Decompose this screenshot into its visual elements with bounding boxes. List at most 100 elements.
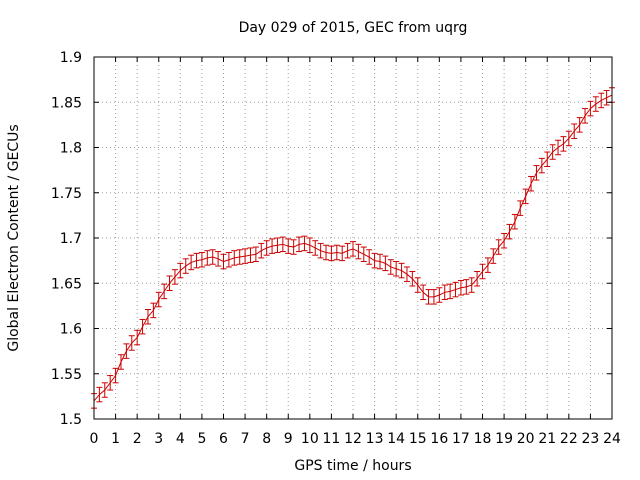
error-bar: [587, 100, 594, 117]
x-tick-label: 21: [538, 431, 556, 447]
x-tick-label: 7: [241, 431, 250, 447]
error-bar: [231, 250, 238, 266]
error-bar: [528, 175, 535, 192]
error-bar: [565, 130, 572, 147]
error-bar: [220, 253, 227, 270]
error-bar: [544, 151, 551, 168]
error-bar: [457, 280, 464, 296]
error-bar: [193, 252, 200, 269]
error-bar: [96, 386, 103, 403]
error-bar: [101, 382, 108, 398]
x-tick-label: 5: [197, 431, 206, 447]
error-bar: [312, 240, 319, 256]
x-tick-label: 13: [366, 431, 384, 447]
error-bar: [112, 367, 119, 384]
error-bar: [479, 263, 486, 280]
error-bar: [150, 302, 157, 319]
y-tick-label: 1.6: [60, 322, 82, 338]
x-tick-label: 10: [301, 431, 319, 447]
y-tick-label: 1.55: [51, 367, 82, 383]
error-bar: [436, 287, 443, 303]
error-bar: [198, 251, 205, 268]
x-tick-label: 18: [474, 431, 492, 447]
error-bar: [366, 249, 373, 265]
x-tick-label: 2: [133, 431, 142, 447]
x-tick-label: 15: [409, 431, 427, 447]
error-bar: [517, 200, 524, 216]
error-bar: [592, 96, 599, 112]
x-tick-label: 3: [154, 431, 163, 447]
y-tick-label: 1.9: [60, 50, 82, 66]
error-bar: [177, 262, 184, 279]
error-bar: [603, 89, 610, 106]
error-bar: [576, 117, 583, 133]
error-bar: [144, 308, 151, 325]
x-axis-label: GPS time / hours: [294, 458, 411, 474]
error-bar: [490, 248, 497, 264]
error-bar: [107, 375, 114, 391]
error-bar: [441, 284, 448, 301]
error-bar: [409, 270, 416, 287]
error-bar: [484, 257, 491, 273]
x-tick-label: 22: [560, 431, 578, 447]
y-tick-label: 1.85: [51, 95, 82, 111]
error-bar: [290, 239, 297, 255]
x-tick-label: 24: [603, 431, 621, 447]
error-bar: [506, 223, 513, 240]
error-bar: [236, 249, 243, 265]
x-tick-label: 9: [284, 431, 293, 447]
error-bar: [382, 255, 389, 272]
grid-lines: [94, 57, 612, 419]
error-bar: [155, 291, 162, 308]
error-bar: [258, 242, 265, 259]
error-bar: [403, 266, 410, 282]
error-bar: [430, 289, 437, 305]
x-tick-label: 16: [430, 431, 448, 447]
x-tick-label: 11: [323, 431, 341, 447]
error-bar: [166, 275, 173, 291]
error-bar: [538, 157, 545, 174]
y-tick-label: 1.65: [51, 276, 82, 292]
error-bar: [161, 283, 168, 300]
x-tick-label: 23: [582, 431, 600, 447]
data-series: [91, 87, 615, 409]
x-tick-label: 1: [111, 431, 120, 447]
error-bar: [339, 245, 346, 262]
axis-ticks: [93, 56, 613, 420]
error-bar: [306, 237, 313, 253]
error-bar: [344, 242, 351, 259]
error-bar: [447, 283, 454, 300]
error-bar: [247, 247, 254, 263]
chart-title: Day 029 of 2015, GEC from uqrg: [239, 20, 468, 36]
error-bar: [285, 238, 292, 254]
error-bar: [328, 245, 335, 262]
x-tick-label: 19: [495, 431, 513, 447]
error-bar: [279, 236, 286, 253]
error-bar: [269, 238, 276, 254]
error-bar: [188, 254, 195, 271]
error-bar: [350, 241, 356, 257]
error-bar: [398, 262, 405, 279]
error-bar: [296, 236, 303, 253]
error-bar: [263, 240, 270, 256]
error-bar: [425, 289, 432, 305]
error-bar: [582, 108, 589, 124]
error-bar: [317, 242, 324, 259]
error-bar: [468, 277, 475, 293]
y-axis-label: Global Electron Content / GECUs: [6, 124, 22, 351]
error-bar: [117, 354, 124, 370]
error-bar: [522, 188, 529, 205]
x-tick-label: 0: [90, 431, 99, 447]
x-tick-label: 12: [344, 431, 362, 447]
error-bar: [560, 136, 567, 152]
error-bar: [533, 165, 540, 181]
error-bar: [128, 335, 135, 351]
error-bar: [571, 123, 578, 139]
x-tick-label: 4: [176, 431, 185, 447]
y-tick-label: 1.5: [60, 412, 82, 428]
tick-labels: 0 1 2 3 4 5 6 7 8 9 10 11 12 13 14 15 16 17 18 19 20 21 22 23 24…: [51, 50, 621, 447]
error-bar: [463, 279, 470, 295]
y-tick-label: 1.7: [60, 231, 82, 247]
